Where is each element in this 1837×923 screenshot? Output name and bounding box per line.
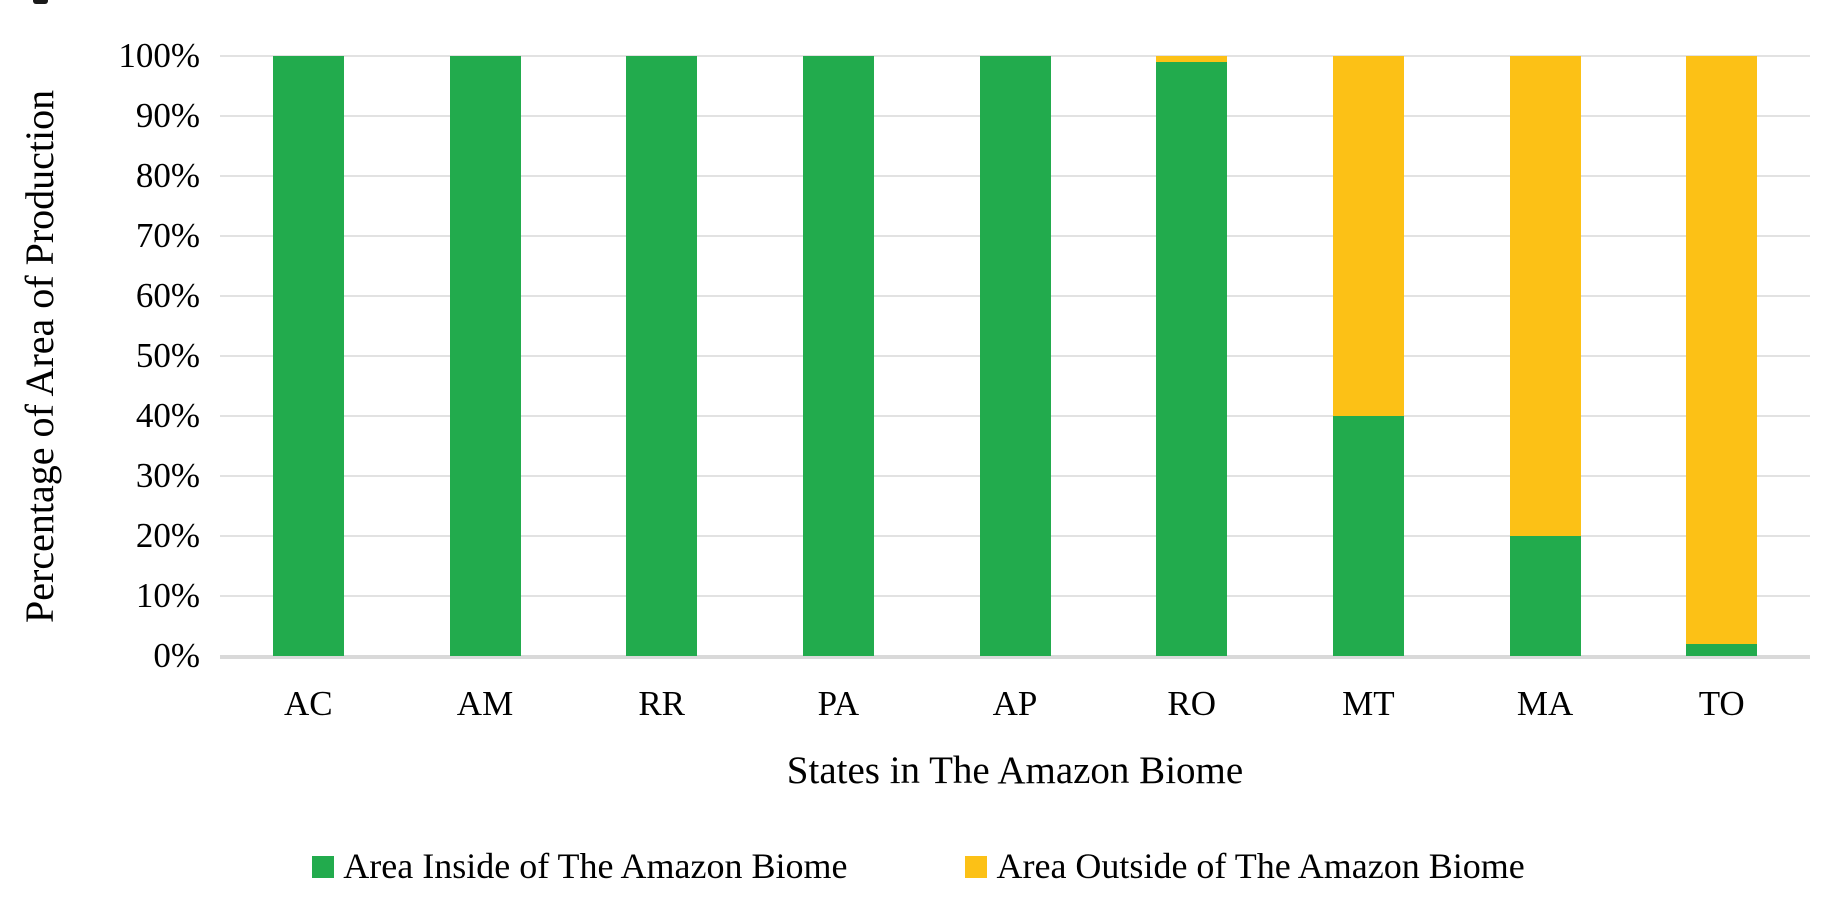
bar-segment	[1156, 56, 1228, 62]
y-tick-label: 20%	[135, 516, 200, 555]
bar-slot-mt	[1280, 56, 1457, 656]
legend-swatch-icon	[965, 856, 988, 878]
x-tick-label-ro: RO	[1167, 684, 1216, 723]
bar-slot-ac	[220, 56, 397, 656]
y-tick-label: 70%	[135, 216, 200, 255]
y-tick-label: 80%	[135, 156, 200, 195]
bar-rr	[626, 56, 698, 656]
x-axis-line	[220, 655, 1810, 659]
bar-slot-rr	[573, 56, 750, 656]
bar-segment	[802, 56, 874, 656]
y-tick-label: 50%	[135, 336, 200, 375]
x-axis-title: States in The Amazon Biome	[786, 749, 1244, 792]
bar-pa	[802, 56, 874, 656]
y-tick-label: 30%	[135, 456, 200, 495]
y-tick-label: 60%	[135, 276, 200, 315]
bar-ac	[272, 56, 344, 656]
bar-segment	[979, 56, 1051, 656]
bar-slot-ap	[927, 56, 1104, 656]
x-tick-label-ma: MA	[1516, 684, 1574, 723]
y-tick-label: 10%	[135, 576, 200, 615]
bar-segment	[626, 56, 698, 656]
bar-segment	[1332, 416, 1404, 656]
bar-slot-am	[397, 56, 574, 656]
bar-series-container	[220, 56, 1810, 656]
x-tick-label-ac: AC	[284, 684, 333, 723]
bar-ma	[1509, 56, 1581, 656]
x-axis-tick-labels: AC AM RR PA AP RO MT MA TO	[220, 682, 1810, 726]
bar-ap	[979, 56, 1051, 656]
y-tick-label: 100%	[118, 36, 200, 75]
bar-am	[449, 56, 521, 656]
bar-segment	[1686, 644, 1758, 656]
bar-segment	[449, 56, 521, 656]
x-tick-label-mt: MT	[1342, 684, 1395, 723]
x-tick-label-to: TO	[1698, 684, 1745, 723]
bar-segment	[1332, 56, 1404, 416]
bar-segment	[1156, 62, 1228, 656]
y-tick-label: 0%	[153, 636, 200, 675]
bar-segment	[1686, 56, 1758, 644]
bar-segment	[1509, 56, 1581, 536]
legend-item: Area Inside of The Amazon Biome	[312, 844, 847, 888]
bar-ro	[1156, 56, 1228, 656]
legend-item: Area Outside of The Amazon Biome	[965, 844, 1525, 888]
bar-mt	[1332, 56, 1404, 656]
y-tick-label: 90%	[135, 96, 200, 135]
bar-segment	[272, 56, 344, 656]
x-tick-label-pa: PA	[817, 684, 860, 723]
plot-area	[220, 55, 1810, 659]
bar-to	[1686, 56, 1758, 656]
x-tick-label-ap: AP	[992, 684, 1038, 723]
cropped-text-artifact	[33, 0, 48, 4]
bar-slot-to	[1633, 56, 1810, 656]
y-tick-label: 40%	[135, 396, 200, 435]
x-tick-label-am: AM	[456, 684, 514, 723]
legend-label: Area Outside of The Amazon Biome	[996, 846, 1525, 886]
bar-slot-ma	[1457, 56, 1634, 656]
legend-swatch-icon	[312, 856, 335, 878]
y-axis-tick-labels: 0% 10% 20% 30% 40% 50% 60% 70% 80% 90% 100%	[30, 0, 200, 923]
bar-slot-pa	[750, 56, 927, 656]
legend: Area Inside of The Amazon Biome Area Outs…	[0, 844, 1837, 888]
bar-slot-ro	[1103, 56, 1280, 656]
x-tick-label-rr: RR	[638, 684, 686, 723]
legend-label: Area Inside of The Amazon Biome	[343, 846, 848, 886]
bar-segment	[1509, 536, 1581, 656]
